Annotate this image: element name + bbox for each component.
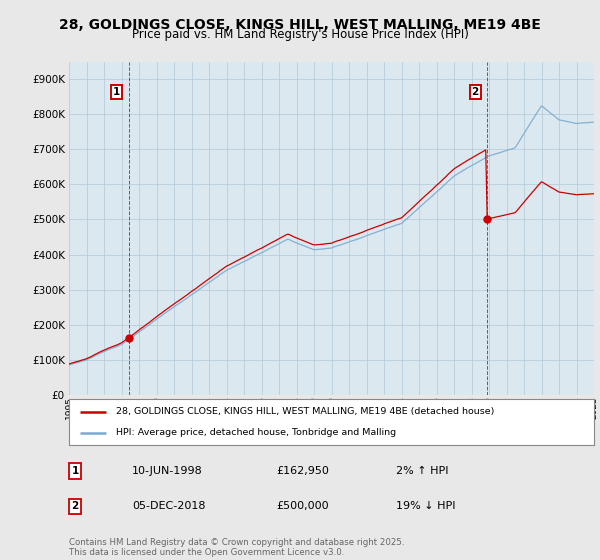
Text: HPI: Average price, detached house, Tonbridge and Malling: HPI: Average price, detached house, Tonb…: [116, 428, 397, 437]
Text: 2: 2: [472, 87, 479, 97]
Text: 1: 1: [113, 87, 121, 97]
Text: 28, GOLDINGS CLOSE, KINGS HILL, WEST MALLING, ME19 4BE (detached house): 28, GOLDINGS CLOSE, KINGS HILL, WEST MAL…: [116, 407, 494, 416]
Text: 28, GOLDINGS CLOSE, KINGS HILL, WEST MALLING, ME19 4BE: 28, GOLDINGS CLOSE, KINGS HILL, WEST MAL…: [59, 18, 541, 32]
Text: £162,950: £162,950: [276, 466, 329, 476]
Text: Price paid vs. HM Land Registry's House Price Index (HPI): Price paid vs. HM Land Registry's House …: [131, 28, 469, 41]
Text: 2% ↑ HPI: 2% ↑ HPI: [396, 466, 449, 476]
Text: £500,000: £500,000: [276, 501, 329, 511]
Text: 1: 1: [71, 466, 79, 476]
Text: Contains HM Land Registry data © Crown copyright and database right 2025.
This d: Contains HM Land Registry data © Crown c…: [69, 538, 404, 557]
Text: 10-JUN-1998: 10-JUN-1998: [132, 466, 203, 476]
Text: 2: 2: [71, 501, 79, 511]
Text: 05-DEC-2018: 05-DEC-2018: [132, 501, 205, 511]
Text: 19% ↓ HPI: 19% ↓ HPI: [396, 501, 455, 511]
